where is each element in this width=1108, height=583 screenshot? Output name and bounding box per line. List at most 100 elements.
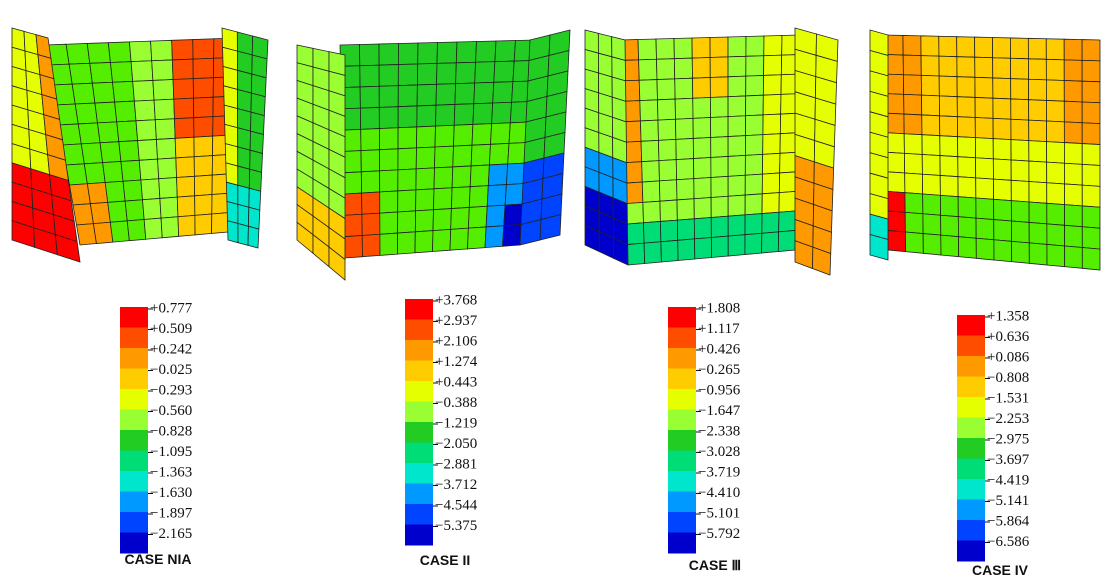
fe-cell xyxy=(922,154,940,175)
fe-cell xyxy=(728,195,745,216)
fe-cell xyxy=(195,195,212,216)
legend-label: −6.586 xyxy=(987,534,1030,550)
fe-cell xyxy=(1065,246,1083,268)
fe-cell xyxy=(658,139,676,160)
legend-band xyxy=(957,438,985,459)
fe-cell xyxy=(361,171,379,193)
fe-cell xyxy=(1029,100,1047,121)
fe-cell xyxy=(957,117,975,138)
fe-cell xyxy=(957,77,975,98)
legend-label: +0.636 xyxy=(987,329,1030,345)
fe-cell xyxy=(473,103,493,124)
fe-cell xyxy=(939,96,957,117)
fe-cell xyxy=(492,102,512,123)
fe-cell xyxy=(904,153,922,174)
fe-cell xyxy=(905,232,923,253)
fe-cell xyxy=(454,124,473,146)
legend-band xyxy=(668,410,696,431)
fe-cell xyxy=(728,116,746,137)
fe-cell xyxy=(398,127,417,149)
fe-cell xyxy=(472,124,492,146)
fe-cell xyxy=(469,186,488,208)
fe-cell xyxy=(158,158,177,179)
fe-cell xyxy=(641,140,659,161)
fe-cell xyxy=(1064,39,1082,60)
legend-label: −0.808 xyxy=(987,370,1029,386)
fe-cell xyxy=(1047,224,1065,246)
fe-cell xyxy=(1011,201,1029,223)
fe-cell xyxy=(1082,60,1100,81)
fe-cell xyxy=(453,145,472,167)
fe-cell xyxy=(779,172,797,193)
legend-label: −3.697 xyxy=(987,452,1030,468)
fe-cell xyxy=(84,163,105,184)
fe-surface xyxy=(297,45,345,280)
fe-cell xyxy=(1047,142,1065,164)
case-title: CASE NIA xyxy=(125,551,192,567)
legend-label: −1.531 xyxy=(987,390,1029,406)
fe-cell xyxy=(746,115,764,136)
fe-cell xyxy=(779,211,796,232)
fe-cell xyxy=(728,136,745,157)
legend-label: −3.712 xyxy=(435,477,477,493)
fe-cell xyxy=(975,57,993,78)
legend-label: +0.509 xyxy=(150,321,192,337)
legend-label: +1.808 xyxy=(698,300,740,316)
legend-band xyxy=(405,484,433,505)
fe-cell xyxy=(1046,39,1064,60)
fe-cell xyxy=(886,94,904,114)
fe-cell xyxy=(692,38,710,59)
fe-cell xyxy=(144,218,162,239)
legend-label: +2.937 xyxy=(435,313,478,329)
fe-cell xyxy=(174,98,194,119)
fe-cell xyxy=(433,209,451,231)
fe-cell xyxy=(436,104,455,126)
fe-cell xyxy=(504,204,523,226)
fe-cell xyxy=(694,158,711,179)
fe-cell xyxy=(746,75,764,96)
fe-cell xyxy=(173,79,193,100)
fe-cell xyxy=(362,234,380,256)
fe-cell xyxy=(73,204,93,225)
fe-cell xyxy=(745,174,762,195)
fe-cell xyxy=(212,213,229,234)
fe-cell xyxy=(639,80,657,101)
fe-cell xyxy=(1082,81,1100,103)
fe-cell xyxy=(886,113,904,134)
fe-cell xyxy=(380,212,398,234)
fe-cell xyxy=(745,214,762,235)
fe-cell xyxy=(250,150,263,172)
fe-cell xyxy=(1011,99,1029,120)
fe-cell xyxy=(119,141,139,162)
fe-cell xyxy=(993,118,1011,139)
fe-cell xyxy=(1011,140,1029,161)
fe-cell xyxy=(922,174,940,195)
fe-cell xyxy=(940,156,958,177)
fe-cell xyxy=(238,89,252,112)
fe-cell xyxy=(1011,160,1029,182)
fe-cell xyxy=(117,121,138,142)
fe-cell xyxy=(195,214,212,235)
fe-cell xyxy=(417,105,436,127)
legend-label: −0.560 xyxy=(150,403,192,419)
fe-cell xyxy=(644,242,661,264)
fe-cell xyxy=(418,43,438,64)
fe-cell xyxy=(640,100,658,121)
fe-cell xyxy=(779,191,796,212)
fe-cell xyxy=(97,122,118,143)
fe-cell xyxy=(762,193,779,214)
fe-cell xyxy=(125,200,144,221)
fe-cell xyxy=(1047,162,1065,184)
fe-cell xyxy=(475,62,495,83)
fe-cell xyxy=(642,181,660,203)
fe-cell xyxy=(887,191,905,212)
legend-band xyxy=(957,418,985,439)
fe-surface xyxy=(870,30,888,260)
fe-cell xyxy=(72,83,95,104)
fe-cell xyxy=(1082,40,1100,61)
fe-cell xyxy=(661,240,678,262)
fe-cell xyxy=(1082,206,1100,228)
fe-cell xyxy=(238,109,251,132)
legend-band xyxy=(668,307,696,328)
legend-band xyxy=(120,430,148,451)
